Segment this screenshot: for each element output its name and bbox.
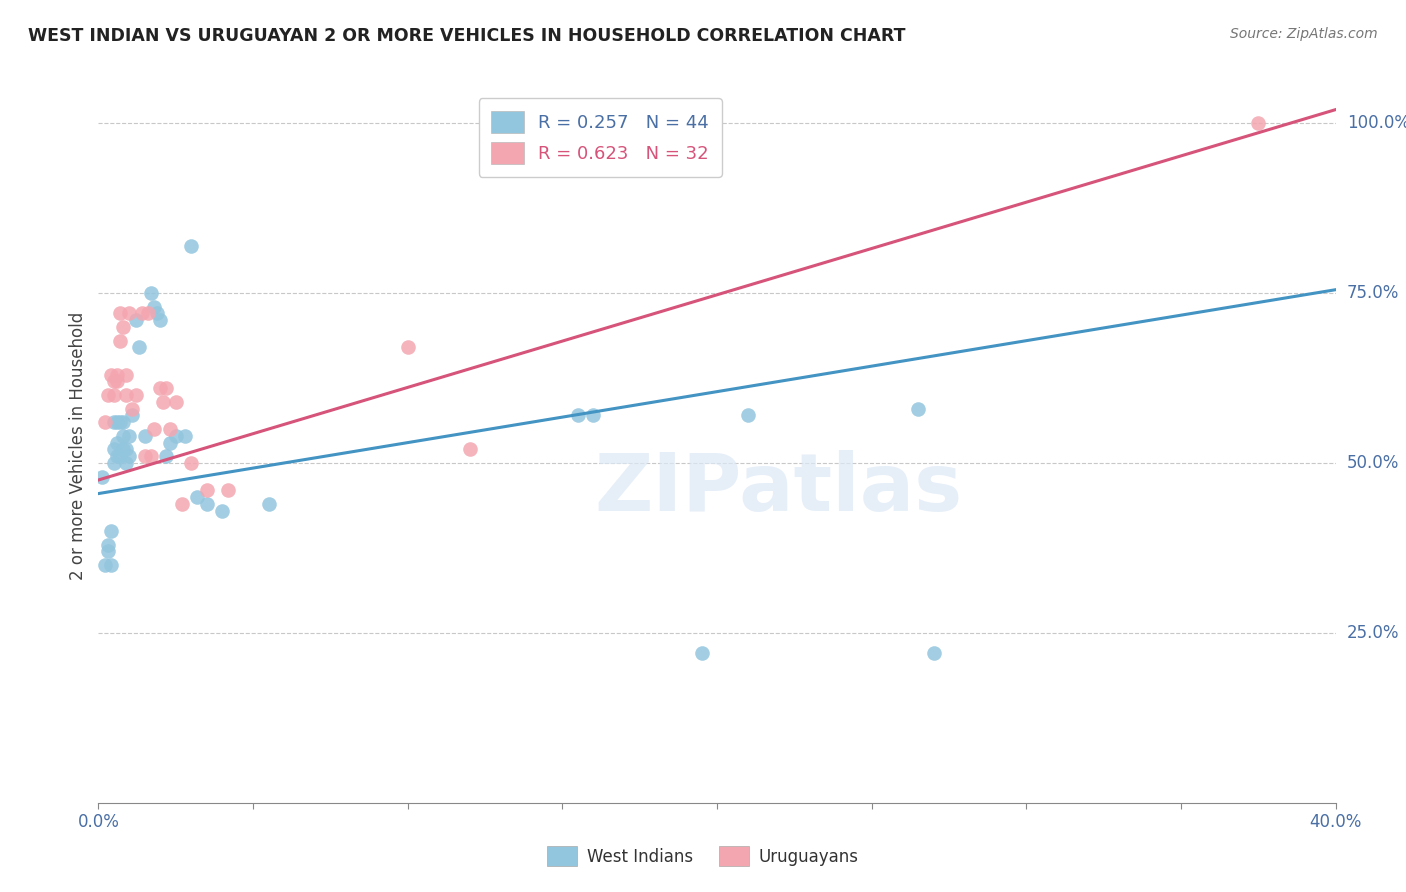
Point [115, 456, 138, 470]
Point [128, 341, 150, 355]
Point [115, 368, 138, 382]
Point [115, 442, 138, 457]
Point [105, 368, 128, 382]
Point [1247, 116, 1270, 130]
Point [108, 449, 131, 463]
Point [165, 429, 187, 443]
Point [105, 449, 128, 463]
Point [93, 558, 115, 572]
Point [103, 388, 125, 402]
Text: WEST INDIAN VS URUGUAYAN 2 OR MORE VEHICLES IN HOUSEHOLD CORRELATION CHART: WEST INDIAN VS URUGUAYAN 2 OR MORE VEHIC… [28, 27, 905, 45]
Text: 50.0%: 50.0% [1347, 454, 1399, 472]
Legend: R = 0.257   N = 44, R = 0.623   N = 32: R = 0.257 N = 44, R = 0.623 N = 32 [478, 98, 721, 177]
Point [136, 306, 159, 320]
Point [155, 381, 177, 395]
Point [112, 415, 135, 429]
Point [180, 238, 202, 252]
Text: 75.0%: 75.0% [1347, 284, 1399, 302]
Point [105, 435, 128, 450]
Point [118, 306, 141, 320]
Text: 25.0%: 25.0% [1347, 624, 1399, 642]
Point [582, 409, 605, 423]
Point [155, 449, 177, 463]
Point [118, 449, 141, 463]
Point [139, 286, 162, 301]
Legend: West Indians, Uruguayans: West Indians, Uruguayans [538, 838, 868, 875]
Point [907, 401, 929, 416]
Point [115, 388, 138, 402]
Point [195, 497, 218, 511]
Point [108, 334, 131, 348]
Point [103, 375, 125, 389]
Point [121, 409, 143, 423]
Point [103, 415, 125, 429]
Point [139, 449, 162, 463]
Point [118, 429, 141, 443]
Point [97, 537, 120, 551]
Point [97, 388, 120, 402]
Point [100, 368, 122, 382]
Point [108, 415, 131, 429]
Point [112, 320, 135, 334]
Point [170, 497, 193, 511]
Text: 100.0%: 100.0% [1347, 114, 1406, 132]
Point [103, 442, 125, 457]
Point [112, 429, 135, 443]
Point [93, 415, 115, 429]
Point [922, 646, 945, 660]
Point [105, 415, 128, 429]
Point [90, 469, 112, 483]
Point [396, 341, 419, 355]
Point [737, 409, 759, 423]
Point [567, 409, 589, 423]
Point [100, 558, 122, 572]
Point [105, 375, 128, 389]
Point [174, 429, 197, 443]
Text: ZIPatlas: ZIPatlas [595, 450, 963, 528]
Point [180, 456, 202, 470]
Point [211, 503, 233, 517]
Point [134, 429, 156, 443]
Point [159, 435, 181, 450]
Point [165, 394, 187, 409]
Point [217, 483, 239, 498]
Point [152, 394, 174, 409]
Point [195, 483, 218, 498]
Point [690, 646, 713, 660]
Point [257, 497, 280, 511]
Text: Source: ZipAtlas.com: Source: ZipAtlas.com [1230, 27, 1378, 41]
Point [134, 449, 156, 463]
Point [149, 381, 172, 395]
Point [108, 306, 131, 320]
Point [103, 456, 125, 470]
Point [143, 422, 166, 436]
Point [124, 388, 146, 402]
Point [143, 300, 166, 314]
Point [146, 306, 169, 320]
Point [124, 313, 146, 327]
Point [458, 442, 481, 457]
Y-axis label: 2 or more Vehicles in Household: 2 or more Vehicles in Household [69, 312, 87, 580]
Point [100, 524, 122, 538]
Point [149, 313, 172, 327]
Point [121, 401, 143, 416]
Point [112, 442, 135, 457]
Point [159, 422, 181, 436]
Point [97, 544, 120, 558]
Point [131, 306, 153, 320]
Point [186, 490, 208, 504]
